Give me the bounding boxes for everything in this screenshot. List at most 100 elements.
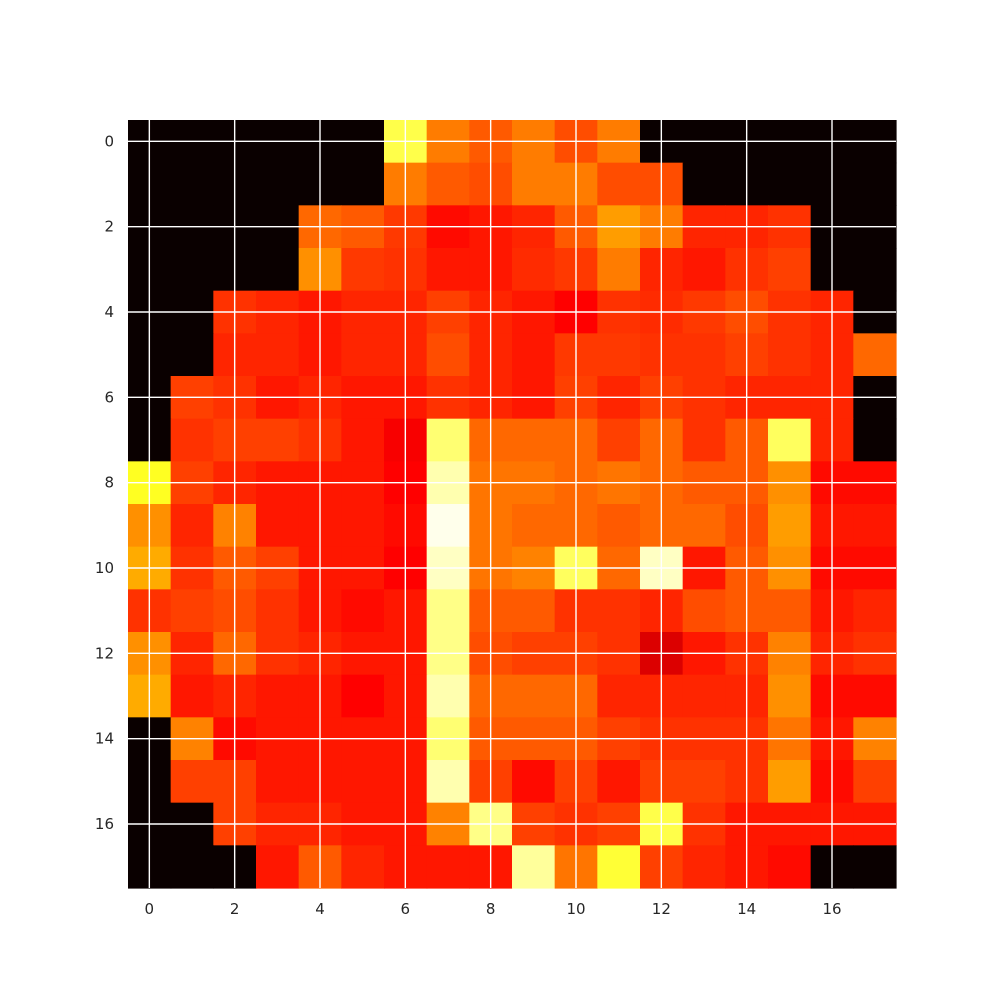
- heatmap-cell: [170, 504, 214, 548]
- heatmap-cell: [341, 418, 385, 462]
- y-tick-label: 4: [104, 303, 114, 321]
- heatmap-cell: [853, 760, 897, 804]
- heatmap-cell: [256, 418, 300, 462]
- heatmap-cell: [512, 589, 556, 633]
- heatmap-cell: [682, 760, 726, 804]
- heatmap-cell: [512, 162, 556, 206]
- x-tick-label: 6: [401, 900, 411, 918]
- heatmap-cell: [170, 248, 214, 292]
- heatmap-cell: [256, 162, 300, 206]
- x-tick-label: 2: [230, 900, 240, 918]
- y-tick-label: 14: [95, 730, 114, 748]
- heatmap-cell: [170, 674, 214, 718]
- heatmap-cell: [341, 162, 385, 206]
- x-tick-label: 8: [486, 900, 496, 918]
- heatmap-cell: [597, 674, 641, 718]
- x-tick-label: 10: [566, 900, 585, 918]
- heatmap-cell: [853, 248, 897, 292]
- y-tick-label: 10: [95, 559, 114, 577]
- heatmap-cell: [256, 760, 300, 804]
- heatmap-cell: [256, 504, 300, 548]
- heatmap-cell: [768, 418, 812, 462]
- heatmap-cell: [512, 504, 556, 548]
- heatmap-cell: [682, 418, 726, 462]
- heatmap-cell: [682, 162, 726, 206]
- heatmap-cell: [682, 674, 726, 718]
- heatmap-cell: [426, 504, 470, 548]
- heatmap-cell: [341, 248, 385, 292]
- heatmap-cell: [682, 504, 726, 548]
- heatmap-cell: [341, 333, 385, 377]
- heatmap-cell: [170, 845, 214, 889]
- heatmap-cell: [597, 504, 641, 548]
- heatmap-cell: [682, 333, 726, 377]
- heatmap-cell: [170, 333, 214, 377]
- heatmap-cell: [170, 162, 214, 206]
- heatmap-cell: [426, 589, 470, 633]
- heatmap-cell: [512, 845, 556, 889]
- heatmap-cell: [597, 162, 641, 206]
- heatmap-cell: [853, 845, 897, 889]
- heatmap-cell: [170, 760, 214, 804]
- heatmap-cell: [768, 333, 812, 377]
- heatmap-cell: [853, 504, 897, 548]
- heatmap-cell: [256, 589, 300, 633]
- heatmap-cell: [853, 418, 897, 462]
- grid-lines: [128, 120, 896, 888]
- heatmap-cell: [512, 248, 556, 292]
- heatmap-cell: [256, 248, 300, 292]
- heatmap-cell: [768, 589, 812, 633]
- y-axis-ticks: 0 2 4 6 8 10 12 14 16: [95, 132, 114, 833]
- heatmap-cell: [426, 418, 470, 462]
- x-tick-label: 16: [822, 900, 841, 918]
- heatmap-cell: [853, 589, 897, 633]
- heatmap-cells: [128, 120, 897, 889]
- x-tick-label: 0: [145, 900, 155, 918]
- heatmap-cell: [597, 418, 641, 462]
- x-tick-label: 12: [652, 900, 671, 918]
- heatmap-cell: [768, 248, 812, 292]
- heatmap-cell: [597, 845, 641, 889]
- x-axis-ticks: 0 2 4 6 8 10 12 14 16: [145, 900, 842, 918]
- heatmap-cell: [512, 333, 556, 377]
- heatmap-cell: [170, 418, 214, 462]
- heatmap-cell: [682, 845, 726, 889]
- heatmap-cell: [426, 248, 470, 292]
- heatmap-cell: [768, 504, 812, 548]
- heatmap-cell: [853, 333, 897, 377]
- heatmap-cell: [426, 333, 470, 377]
- heatmap-cell: [597, 589, 641, 633]
- heatmap-cell: [426, 760, 470, 804]
- heatmap-cell: [256, 674, 300, 718]
- heatmap-cell: [512, 418, 556, 462]
- heatmap-cell: [341, 674, 385, 718]
- y-tick-label: 12: [95, 644, 114, 662]
- heatmap-cell: [341, 504, 385, 548]
- y-tick-label: 2: [104, 218, 114, 236]
- x-tick-label: 4: [315, 900, 325, 918]
- y-tick-label: 16: [95, 815, 114, 833]
- heatmap-cell: [682, 589, 726, 633]
- y-tick-label: 8: [104, 474, 114, 492]
- heatmap-cell: [768, 162, 812, 206]
- heatmap-cell: [597, 333, 641, 377]
- heatmap-cell: [426, 845, 470, 889]
- y-tick-label: 6: [104, 388, 114, 406]
- heatmap-cell: [853, 162, 897, 206]
- heatmap-cell: [341, 845, 385, 889]
- heatmap-cell: [512, 674, 556, 718]
- heatmap-cell: [597, 248, 641, 292]
- heatmap-cell: [853, 674, 897, 718]
- heatmap-cell: [341, 589, 385, 633]
- x-tick-label: 14: [737, 900, 756, 918]
- heatmap-cell: [597, 760, 641, 804]
- heatmap-cell: [170, 589, 214, 633]
- heatmap-cell: [512, 760, 556, 804]
- heatmap-cell: [768, 845, 812, 889]
- heatmap-cell: [341, 760, 385, 804]
- heatmap-cell: [768, 760, 812, 804]
- heatmap-cell: [768, 674, 812, 718]
- heatmap-cell: [426, 162, 470, 206]
- heatmap-cell: [426, 674, 470, 718]
